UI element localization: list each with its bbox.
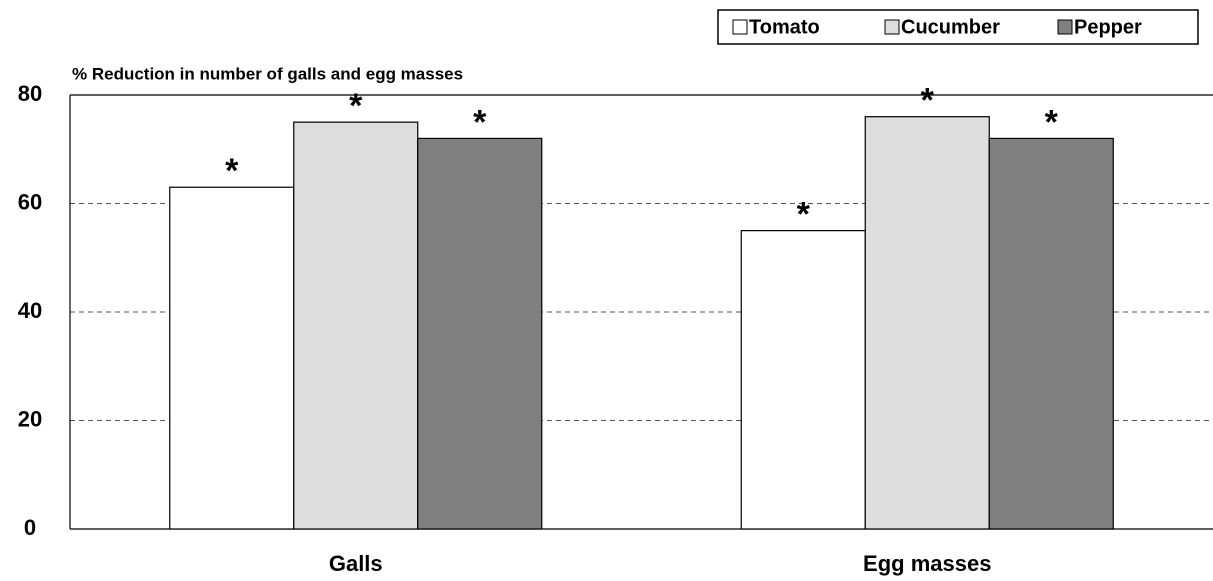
legend-label: Tomato [749, 16, 820, 38]
y-tick-label: 60 [18, 189, 42, 214]
bar-annotation: * [225, 152, 239, 190]
y-tick-label: 0 [24, 515, 36, 540]
bar-annotation: * [797, 196, 811, 234]
bar [988, 137, 1114, 530]
legend-swatch [732, 19, 748, 35]
bar [740, 230, 866, 530]
bar-annotation: * [473, 103, 487, 141]
bar-annotation: * [349, 87, 363, 125]
y-axis-label: % Reduction in number of galls and egg m… [72, 64, 463, 83]
bar [169, 186, 295, 530]
bar-annotation: * [1045, 103, 1059, 141]
legend-swatch [1057, 19, 1073, 35]
legend-label: Pepper [1074, 16, 1142, 38]
x-tick-label: Egg masses [863, 551, 991, 576]
y-tick-label: 20 [18, 406, 42, 431]
legend-swatch [884, 19, 900, 35]
legend-label: Cucumber [901, 16, 1000, 38]
y-tick-label: 40 [18, 298, 42, 323]
x-tick-label: Galls [329, 551, 383, 576]
y-tick-label: 80 [18, 81, 42, 106]
bar-annotation: * [921, 82, 935, 120]
legend-box [717, 9, 1199, 45]
bar [293, 121, 419, 530]
bar [864, 116, 990, 530]
bar [417, 137, 543, 530]
